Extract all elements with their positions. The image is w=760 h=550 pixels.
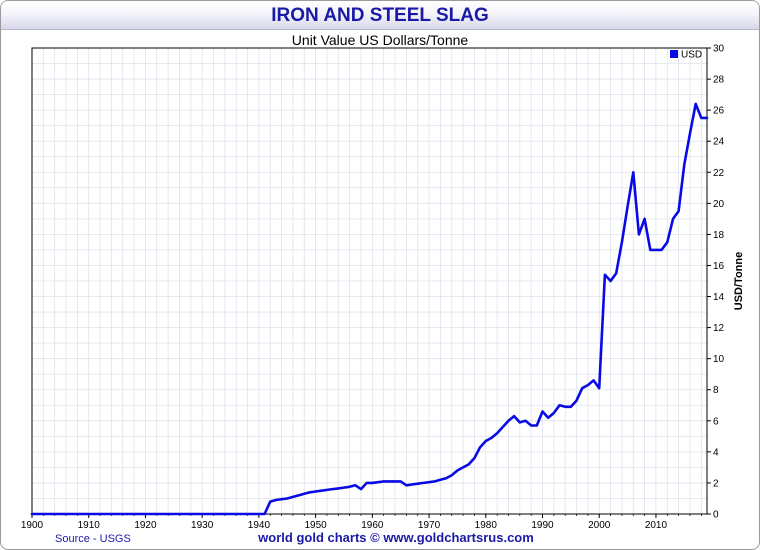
y-tick-label: 24: [713, 137, 725, 148]
source-note: Source - USGS: [55, 533, 131, 545]
y-tick-label: 0: [713, 510, 719, 521]
x-tick-label: 1940: [248, 520, 271, 531]
y-tick-label: 30: [713, 44, 725, 55]
x-tick-label: 1900: [21, 520, 44, 531]
legend-label: USD: [681, 50, 702, 61]
y-tick-label: 2: [713, 478, 719, 489]
chart-subtitle: Unit Value US Dollars/Tonne: [291, 32, 469, 48]
x-tick-label: 2010: [645, 520, 668, 531]
legend-swatch: [670, 50, 678, 58]
title-bar: [1, 1, 759, 30]
y-tick-label: 20: [713, 199, 725, 210]
y-tick-label: 12: [713, 323, 725, 334]
x-tick-label: 1990: [531, 520, 554, 531]
x-tick-label: 1950: [304, 520, 327, 531]
y-tick-label: 10: [713, 354, 725, 365]
x-tick-label: 1930: [191, 520, 214, 531]
x-tick-label: 2000: [588, 520, 611, 531]
series-line-usd: [30, 102, 709, 516]
legend: USD: [670, 50, 702, 61]
footer-credit: world gold charts © www.goldchartsrus.co…: [258, 530, 534, 545]
chart-title: IRON AND STEEL SLAG: [271, 5, 489, 26]
x-tick-label: 1960: [361, 520, 384, 531]
grid: [31, 47, 707, 515]
y-axis-label: USD/Tonne: [733, 251, 745, 311]
x-tick-label: 1910: [78, 520, 101, 531]
plot-area: [31, 47, 708, 515]
y-tick-label: 6: [713, 416, 719, 427]
y-tick-label: 8: [713, 385, 719, 396]
x-tick-label: 1920: [134, 520, 157, 531]
x-tick-label: 1970: [418, 520, 441, 531]
y-tick-label: 4: [713, 447, 719, 458]
x-tick-label: 1980: [475, 520, 498, 531]
y-tick-label: 28: [713, 75, 725, 86]
y-tick-label: 18: [713, 230, 725, 241]
y-tick-label: 16: [713, 261, 725, 272]
x-axis: 1900 1910 1920 1930 1940 1950 1960 1970 1980 1990…: [21, 514, 702, 531]
y-tick-label: 26: [713, 106, 725, 117]
y-tick-label: 14: [713, 292, 725, 303]
series-layer: [30, 102, 709, 516]
y-tick-label: 22: [713, 168, 725, 179]
